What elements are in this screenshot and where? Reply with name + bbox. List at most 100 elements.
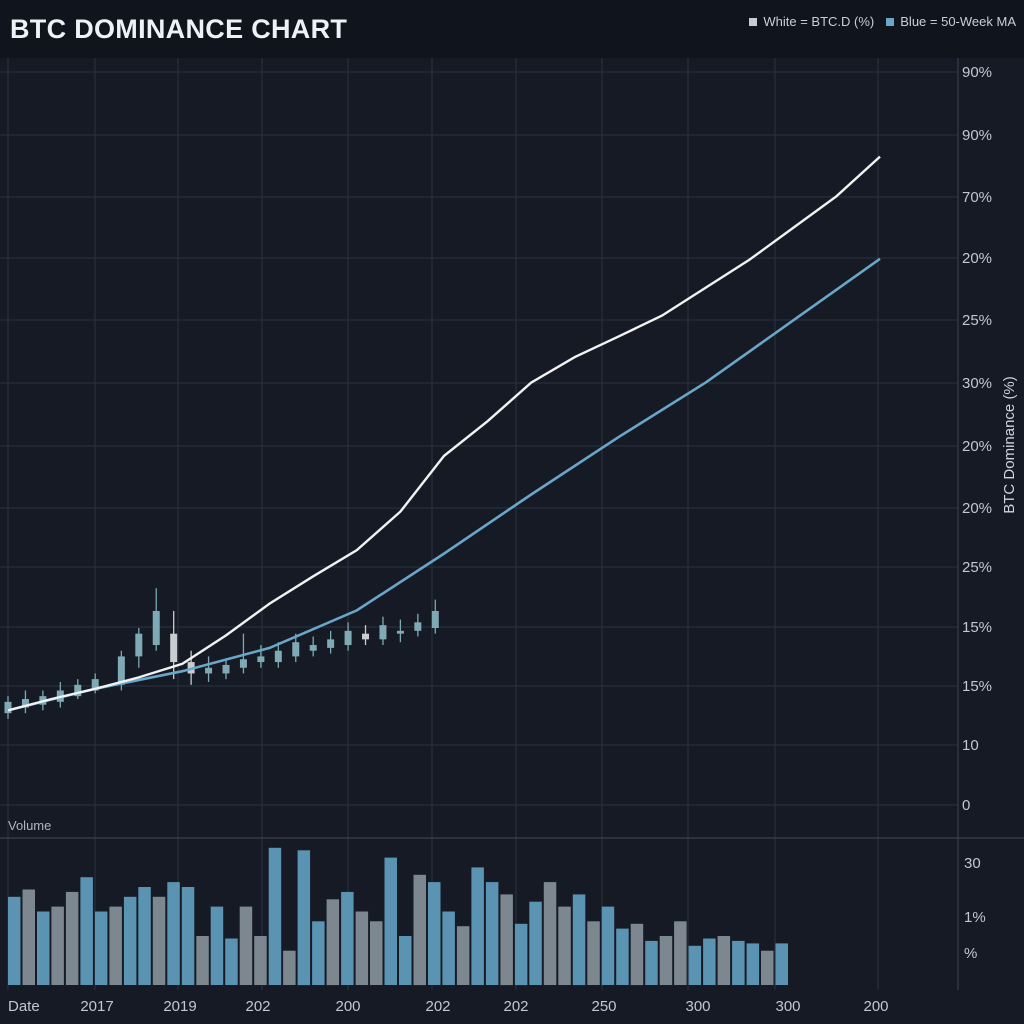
x-axis-tick-labels: 2017 2019 202 200 202 202 250 300 300 200 xyxy=(80,998,888,1015)
candle xyxy=(170,610,178,680)
volume-bar xyxy=(485,882,499,985)
candle-body xyxy=(292,642,300,657)
grid xyxy=(0,58,1024,990)
candle xyxy=(4,696,12,719)
volume-bar xyxy=(254,936,267,985)
candle-body xyxy=(379,625,387,640)
candle-body xyxy=(21,699,29,708)
candle-body xyxy=(170,633,178,663)
volume-bar xyxy=(645,940,658,985)
volume-bar xyxy=(22,889,35,985)
y-tick-label: 20% xyxy=(962,500,992,517)
candle-body xyxy=(4,701,12,714)
y-tick-label: 20% xyxy=(962,438,992,455)
volume-bar xyxy=(167,882,180,985)
volume-bar xyxy=(51,906,64,985)
volume-label: Volume xyxy=(8,818,51,833)
volume-bar xyxy=(225,938,238,985)
volume-bar xyxy=(196,936,209,985)
volume-bar xyxy=(326,899,340,986)
x-tick-label: 250 xyxy=(591,998,616,1015)
volume-bar xyxy=(312,921,325,985)
candle-body xyxy=(431,610,439,628)
volume-bar xyxy=(37,911,50,985)
candle xyxy=(222,659,230,680)
legend-label-white: White = BTC.D (%) xyxy=(763,14,875,29)
chart-title: BTC DOMINANCE CHART xyxy=(10,14,348,44)
candle-body xyxy=(91,679,99,691)
candle-body xyxy=(414,622,422,631)
volume-bar xyxy=(239,906,253,985)
volume-bar xyxy=(65,891,79,985)
volume-bar xyxy=(703,938,716,985)
volume-bar xyxy=(659,936,673,985)
candle-body xyxy=(222,664,230,674)
y-tick-label: 70% xyxy=(962,189,992,206)
candle xyxy=(396,619,404,643)
volume-bar xyxy=(630,923,644,986)
volume-bar xyxy=(413,874,426,986)
candle xyxy=(344,622,352,651)
volume-bar xyxy=(775,943,788,985)
candle xyxy=(292,633,300,663)
volume-bar xyxy=(587,921,600,985)
volume-bar xyxy=(80,877,93,985)
volume-bar xyxy=(543,882,557,985)
candle xyxy=(309,636,317,657)
candle-body xyxy=(117,656,125,685)
candle xyxy=(274,642,282,668)
y-tick-label: 25% xyxy=(962,312,992,329)
candle xyxy=(21,690,29,714)
volume-bar xyxy=(283,950,296,985)
volume-bar xyxy=(138,887,151,985)
candle xyxy=(431,599,439,634)
x-tick-label: 202 xyxy=(245,998,270,1015)
candle xyxy=(327,630,335,654)
candle-body xyxy=(74,684,82,697)
legend-item-white: White = BTC.D (%) xyxy=(749,14,874,29)
volume-bar xyxy=(109,906,122,985)
volume-bar xyxy=(210,906,224,985)
y-tick-label: 30% xyxy=(962,375,992,392)
legend-swatch-blue xyxy=(886,17,895,26)
legend-item-blue: Blue = 50-Week MA xyxy=(886,14,1016,29)
volume-tick-label: 1% xyxy=(964,909,986,926)
volume-bar xyxy=(341,891,354,985)
volume-bar xyxy=(181,887,195,985)
chart-header: BTC DOMINANCE CHART White = BTC.D (%) Bl… xyxy=(0,0,1024,58)
y-tick-label: 10 xyxy=(962,737,979,754)
y-tick-label: 90% xyxy=(962,64,992,81)
candle xyxy=(414,613,422,637)
volume-bar xyxy=(601,906,615,985)
volume-bar xyxy=(8,896,21,985)
candle xyxy=(152,588,160,651)
x-tick-label: 2019 xyxy=(163,998,196,1015)
candle-body xyxy=(274,650,282,663)
candle-body xyxy=(327,639,335,648)
series-line-btcd xyxy=(7,155,881,712)
volume-bar xyxy=(355,911,369,985)
x-tick-label: 2017 xyxy=(80,998,113,1015)
y-tick-label: 90% xyxy=(962,127,992,144)
candle xyxy=(74,679,82,699)
volume-bar xyxy=(152,896,166,985)
candle-body xyxy=(239,659,247,668)
volume-bar xyxy=(514,923,528,986)
series-line-ma xyxy=(7,257,881,712)
volume-bar xyxy=(674,921,687,985)
y-axis-title: BTC Dominance (%) xyxy=(1001,376,1018,514)
y-tick-label: 0 xyxy=(962,797,970,814)
candle-body xyxy=(344,630,352,646)
volume-bar xyxy=(428,882,441,985)
legend-label-blue: Blue = 50-Week MA xyxy=(900,14,1016,29)
volume-bar xyxy=(399,936,412,985)
candle xyxy=(135,628,143,668)
volume-bar xyxy=(370,921,383,985)
candle-body xyxy=(396,630,404,634)
volume-bar xyxy=(268,847,282,985)
volume-bar xyxy=(529,901,542,985)
volume-bar xyxy=(297,850,311,986)
y-tick-label: 25% xyxy=(962,559,992,576)
volume-tick-labels: 30 1%% xyxy=(964,855,986,962)
